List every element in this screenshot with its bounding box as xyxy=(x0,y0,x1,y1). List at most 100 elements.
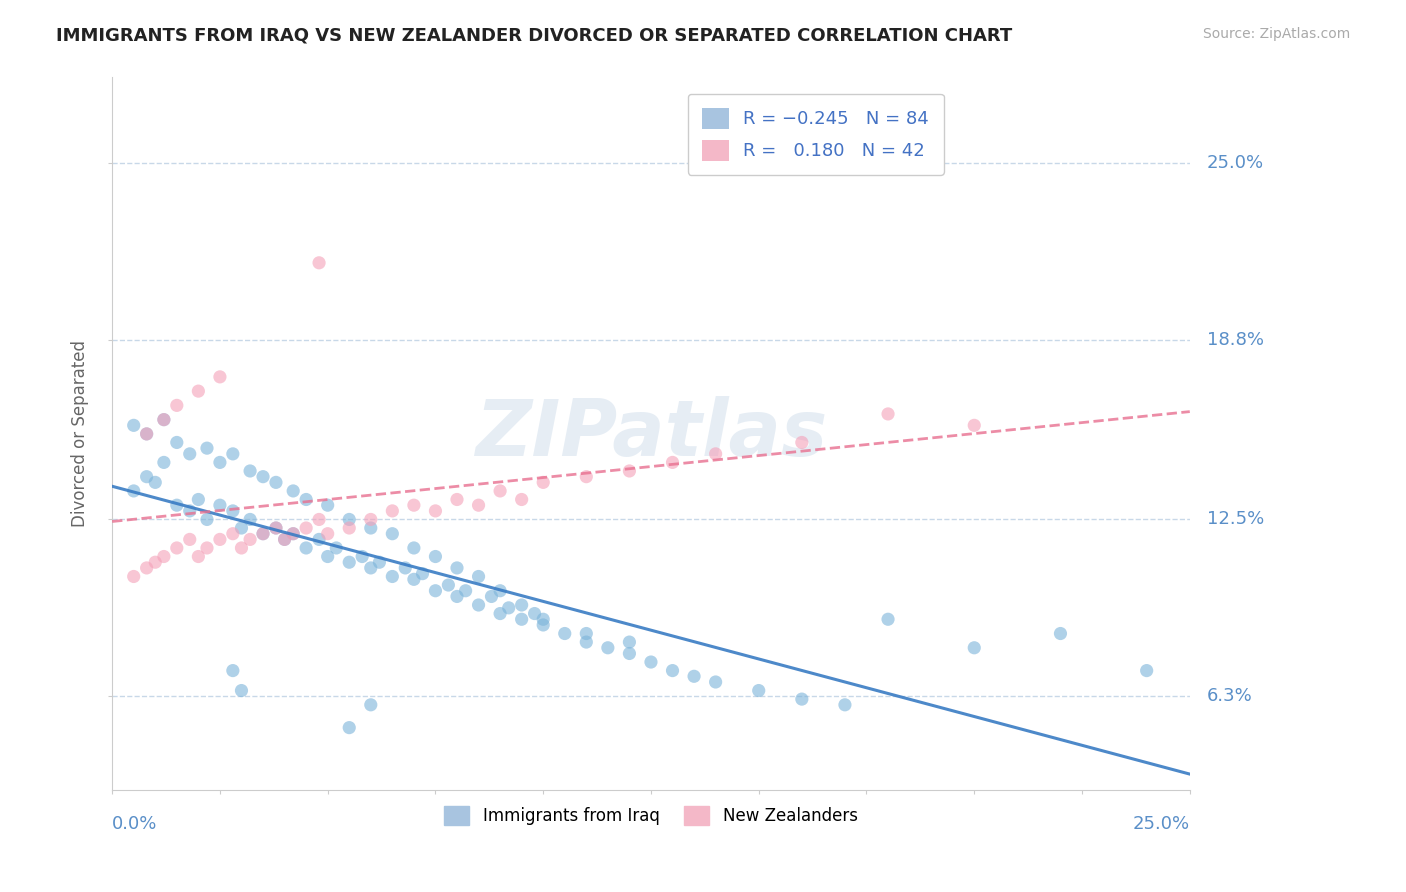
Point xyxy=(295,521,318,535)
Point xyxy=(619,635,641,649)
Point xyxy=(510,612,533,626)
Point xyxy=(179,447,201,461)
Point xyxy=(425,504,447,518)
Point xyxy=(1049,626,1071,640)
Point xyxy=(790,692,813,706)
Point xyxy=(135,426,157,441)
Point xyxy=(222,664,245,678)
Point xyxy=(195,441,218,455)
Point xyxy=(412,566,434,581)
Point xyxy=(337,521,360,535)
Point xyxy=(222,504,245,518)
Point xyxy=(273,533,295,547)
Point xyxy=(352,549,374,564)
Point xyxy=(661,664,683,678)
Point xyxy=(222,447,245,461)
Point xyxy=(337,512,360,526)
Point xyxy=(704,675,727,690)
Point xyxy=(1136,664,1159,678)
Point xyxy=(208,533,231,547)
Point xyxy=(195,512,218,526)
Point xyxy=(153,412,176,426)
Point xyxy=(195,541,218,555)
Point xyxy=(360,512,382,526)
Point xyxy=(489,583,512,598)
Point xyxy=(337,721,360,735)
Point xyxy=(640,655,662,669)
Point xyxy=(489,607,512,621)
Point xyxy=(135,426,157,441)
Point xyxy=(834,698,856,712)
Point xyxy=(143,475,166,490)
Point xyxy=(337,555,360,569)
Text: IMMIGRANTS FROM IRAQ VS NEW ZEALANDER DIVORCED OR SEPARATED CORRELATION CHART: IMMIGRANTS FROM IRAQ VS NEW ZEALANDER DI… xyxy=(56,27,1012,45)
Point xyxy=(283,526,305,541)
Point xyxy=(360,561,382,575)
Point xyxy=(166,398,188,412)
Point xyxy=(308,533,330,547)
Point xyxy=(122,418,145,433)
Point xyxy=(554,626,576,640)
Point xyxy=(661,455,683,469)
Point xyxy=(963,418,986,433)
Point xyxy=(619,647,641,661)
Point xyxy=(283,483,305,498)
Point xyxy=(143,555,166,569)
Point xyxy=(222,526,245,541)
Point xyxy=(239,512,262,526)
Point xyxy=(467,498,489,512)
Point xyxy=(187,549,209,564)
Point xyxy=(498,600,520,615)
Point xyxy=(316,526,339,541)
Point xyxy=(489,483,512,498)
Point xyxy=(295,492,318,507)
Text: ZIPatlas: ZIPatlas xyxy=(475,396,827,472)
Point xyxy=(208,455,231,469)
Point xyxy=(122,483,145,498)
Point xyxy=(683,669,706,683)
Text: 0.0%: 0.0% xyxy=(112,815,157,833)
Point xyxy=(394,561,416,575)
Point xyxy=(481,590,503,604)
Point xyxy=(264,521,287,535)
Point xyxy=(252,526,274,541)
Point xyxy=(187,384,209,398)
Point xyxy=(231,683,253,698)
Point xyxy=(575,635,598,649)
Point xyxy=(619,464,641,478)
Point xyxy=(704,447,727,461)
Text: Source: ZipAtlas.com: Source: ZipAtlas.com xyxy=(1202,27,1350,41)
Text: 25.0%: 25.0% xyxy=(1206,154,1264,172)
Point xyxy=(402,541,425,555)
Point xyxy=(239,464,262,478)
Point xyxy=(446,590,468,604)
Point xyxy=(273,533,295,547)
Point xyxy=(381,569,404,583)
Point xyxy=(381,526,404,541)
Text: 6.3%: 6.3% xyxy=(1206,687,1253,706)
Point xyxy=(523,607,546,621)
Point xyxy=(187,492,209,507)
Point xyxy=(402,498,425,512)
Point xyxy=(252,526,274,541)
Point xyxy=(446,561,468,575)
Point xyxy=(454,583,477,598)
Point xyxy=(122,569,145,583)
Point xyxy=(316,498,339,512)
Point xyxy=(252,469,274,483)
Point xyxy=(596,640,619,655)
Point xyxy=(575,626,598,640)
Point xyxy=(135,561,157,575)
Point xyxy=(877,407,900,421)
Point xyxy=(308,256,330,270)
Point xyxy=(531,612,554,626)
Point xyxy=(135,469,157,483)
Point xyxy=(166,435,188,450)
Point xyxy=(531,618,554,632)
Point xyxy=(239,533,262,547)
Point xyxy=(264,475,287,490)
Point xyxy=(425,583,447,598)
Y-axis label: Divorced or Separated: Divorced or Separated xyxy=(72,341,89,527)
Point xyxy=(208,369,231,384)
Point xyxy=(531,475,554,490)
